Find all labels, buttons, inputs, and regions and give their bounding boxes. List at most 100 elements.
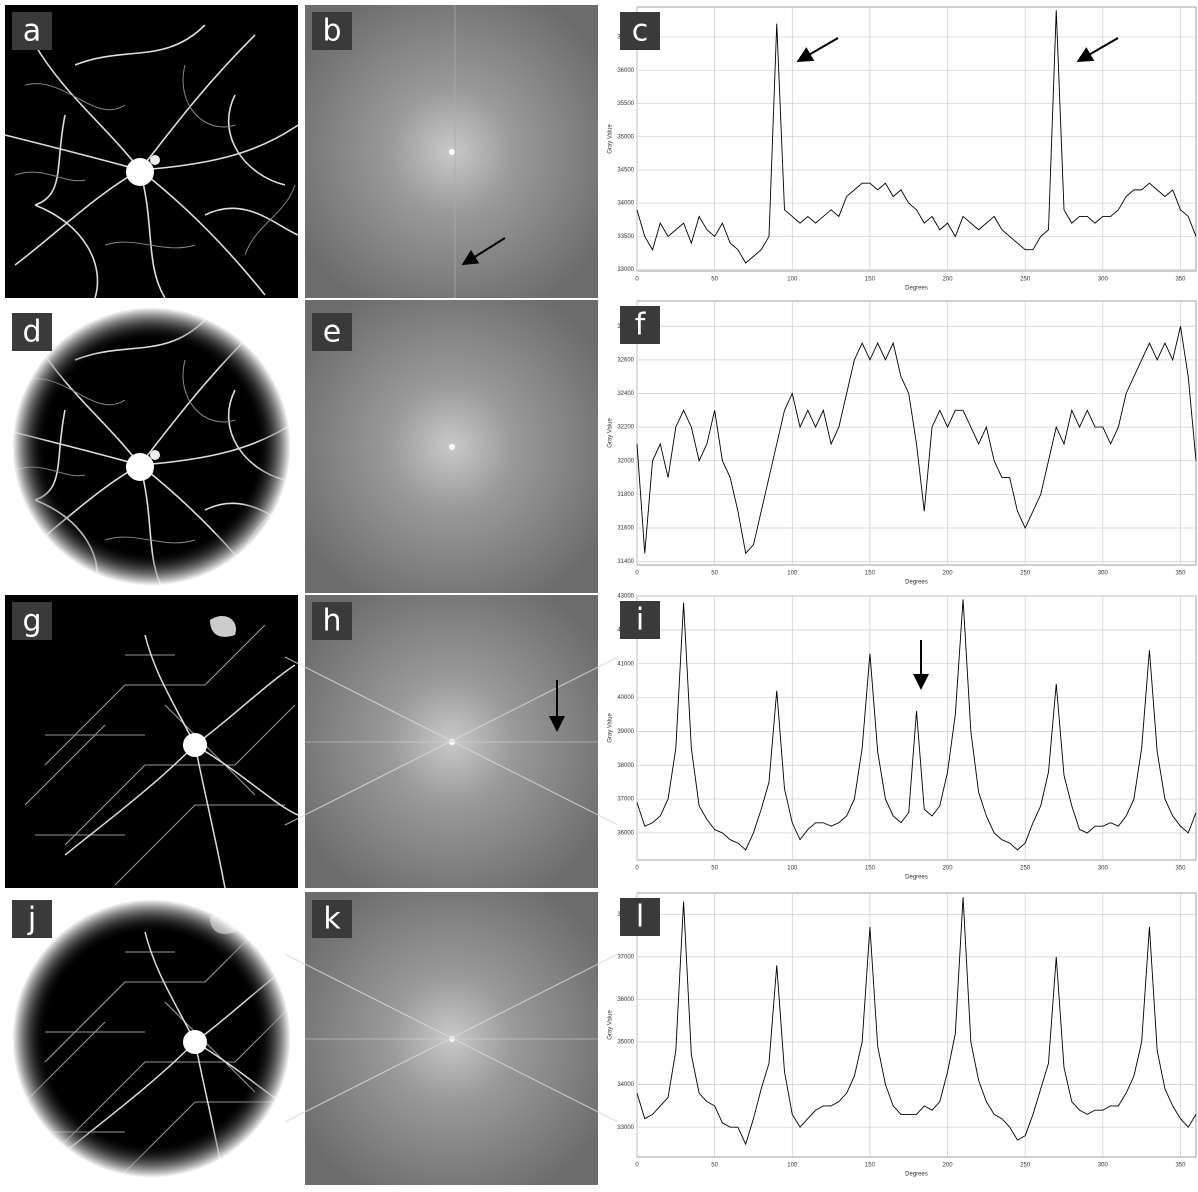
data-line — [636, 326, 1197, 555]
y-axis-label: Gray Value — [608, 418, 614, 448]
x-tick-label: 50 — [711, 571, 718, 577]
panel-letter: h — [322, 604, 341, 639]
plot-area — [636, 300, 1197, 566]
annotation-arrows — [796, 37, 1119, 690]
panel-letter: d — [22, 315, 41, 350]
y-tick-label: 32000 — [617, 458, 634, 464]
panel-letter: g — [22, 604, 41, 639]
y-tick-label: 32400 — [617, 391, 634, 397]
panel-letter: f — [635, 308, 647, 343]
x-axis-label: Degrees — [905, 286, 928, 292]
y-tick-label: 31400 — [617, 559, 634, 565]
x-tick-label: 200 — [943, 866, 954, 872]
y-tick-label: 37000 — [617, 954, 634, 960]
line-chart: 3300033500340003450035000355003600036500… — [608, 6, 1197, 292]
y-tick-label: 38000 — [617, 763, 634, 769]
x-tick-label: 150 — [865, 866, 876, 872]
line-chart: 3300034000350003600037000380000501001502… — [608, 892, 1197, 1178]
panel-letter: c — [632, 14, 649, 49]
plot-area — [636, 6, 1197, 272]
x-tick-label: 100 — [787, 866, 798, 872]
y-tick-label: 34000 — [617, 1082, 634, 1088]
x-tick-label: 350 — [1175, 571, 1186, 577]
x-tick-label: 0 — [635, 277, 639, 283]
x-tick-label: 250 — [1020, 277, 1031, 283]
plot-area — [636, 892, 1197, 1158]
x-tick-label: 150 — [865, 1163, 876, 1169]
x-tick-label: 150 — [865, 571, 876, 577]
panel-letter: k — [323, 902, 341, 937]
x-tick-label: 50 — [711, 1163, 718, 1169]
y-tick-label: 35000 — [617, 1040, 634, 1046]
panel-label: h — [312, 602, 352, 640]
image-panel — [305, 5, 598, 298]
plot-area — [636, 595, 1197, 861]
x-tick-label: 200 — [943, 571, 954, 577]
x-tick-label: 250 — [1020, 571, 1031, 577]
line-chart: 3600037000380003900040000410004200043000… — [608, 594, 1197, 881]
panel-label: g — [12, 602, 52, 640]
y-tick-label: 37000 — [617, 797, 634, 803]
x-tick-label: 250 — [1020, 866, 1031, 872]
y-tick-label: 33500 — [617, 234, 634, 240]
panel-label-box — [620, 306, 660, 344]
x-tick-label: 50 — [711, 866, 718, 872]
y-axis-label: Gray Value — [608, 713, 614, 743]
y-tick-label: 40000 — [617, 695, 634, 701]
panel-label-box — [620, 898, 660, 936]
x-tick-label: 50 — [711, 277, 718, 283]
panel-letter: l — [636, 900, 644, 935]
image-panel — [4, 891, 299, 1186]
x-axis-label: Degrees — [905, 875, 928, 881]
x-tick-label: 100 — [787, 1163, 798, 1169]
data-line — [636, 10, 1197, 264]
panel-label-box — [620, 12, 660, 50]
x-tick-label: 0 — [635, 1163, 639, 1169]
y-tick-label: 33000 — [617, 1125, 634, 1131]
x-tick-label: 100 — [787, 277, 798, 283]
x-tick-label: 300 — [1098, 571, 1109, 577]
image-panel — [4, 299, 299, 594]
x-axis-label: Degrees — [905, 580, 928, 586]
y-tick-label: 43000 — [617, 594, 634, 600]
panel-label: d — [12, 313, 52, 351]
y-tick-label: 35500 — [617, 101, 634, 107]
panel-label: j — [12, 900, 52, 938]
panel-letter: j — [27, 902, 36, 937]
y-tick-label: 32600 — [617, 357, 634, 363]
x-tick-label: 250 — [1020, 1163, 1031, 1169]
data-line — [636, 897, 1197, 1146]
panel-label-box — [620, 601, 660, 639]
y-tick-label: 36000 — [617, 831, 634, 837]
y-tick-label: 31600 — [617, 526, 634, 532]
panel-label: b — [312, 12, 352, 50]
x-axis-label: Degrees — [905, 1172, 928, 1178]
line-chart: 3140031600318003200032200324003260032800… — [608, 300, 1197, 586]
y-tick-label: 41000 — [617, 661, 634, 667]
x-tick-label: 300 — [1098, 277, 1109, 283]
y-tick-label: 36000 — [617, 997, 634, 1003]
panel-label: k — [312, 900, 352, 938]
y-tick-label: 36000 — [617, 68, 634, 74]
data-line — [636, 599, 1197, 851]
x-tick-label: 150 — [865, 277, 876, 283]
y-axis-label: Gray Value — [608, 1010, 614, 1040]
x-tick-label: 100 — [787, 571, 798, 577]
x-tick-label: 300 — [1098, 1163, 1109, 1169]
panel-letter: i — [636, 603, 644, 638]
y-tick-label: 35000 — [617, 134, 634, 140]
y-tick-label: 34500 — [617, 168, 634, 174]
y-tick-label: 32200 — [617, 425, 634, 431]
x-tick-label: 350 — [1175, 1163, 1186, 1169]
y-tick-label: 34000 — [617, 201, 634, 207]
panel-letter: a — [23, 14, 41, 49]
x-tick-label: 0 — [635, 571, 639, 577]
x-tick-label: 350 — [1175, 866, 1186, 872]
y-axis-label: Gray Value — [608, 124, 614, 154]
x-tick-label: 0 — [635, 866, 639, 872]
panel-label: a — [12, 12, 52, 50]
y-tick-label: 31800 — [617, 492, 634, 498]
panel-letter: b — [322, 14, 341, 49]
panel-letter: e — [323, 315, 341, 350]
